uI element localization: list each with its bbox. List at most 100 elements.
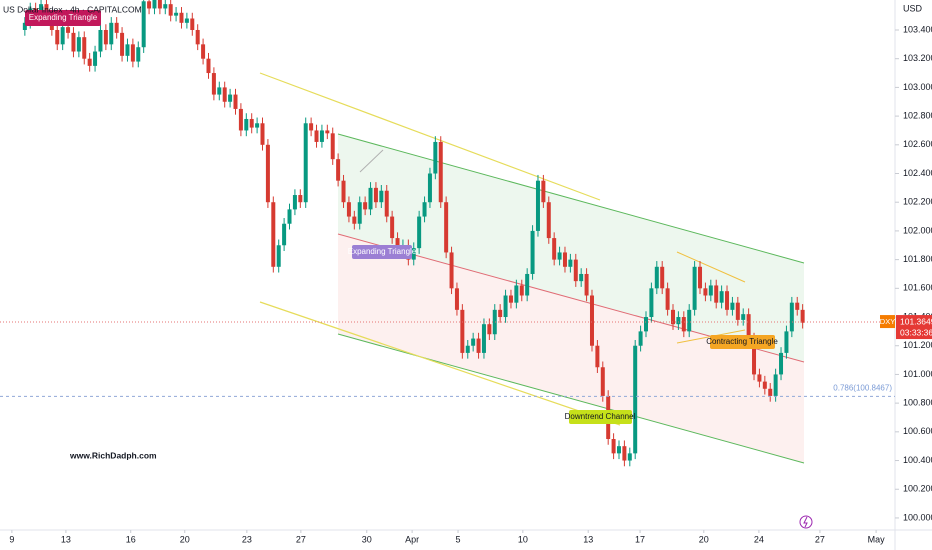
y-tick-label: 101.6000 bbox=[903, 283, 932, 293]
y-tick-label: 102.6000 bbox=[903, 139, 932, 149]
price-label: 101.3649 bbox=[900, 316, 932, 326]
candle-body bbox=[444, 202, 449, 253]
candle-body bbox=[346, 202, 351, 217]
candle-body bbox=[190, 18, 195, 30]
candle-body bbox=[649, 288, 654, 318]
candle-body bbox=[530, 230, 535, 274]
candle-body bbox=[82, 37, 87, 59]
x-tick-label: 9 bbox=[9, 534, 14, 544]
candle-body bbox=[616, 446, 621, 454]
candle-body bbox=[514, 285, 519, 303]
candle-body bbox=[341, 180, 346, 203]
candle-body bbox=[276, 245, 281, 267]
channel-upper-zone bbox=[338, 134, 804, 362]
candle-body bbox=[449, 252, 454, 289]
candle-body bbox=[309, 123, 314, 131]
y-tick-label: 100.4000 bbox=[903, 455, 932, 465]
candle-body bbox=[741, 314, 746, 320]
symbol-tag bbox=[880, 315, 895, 329]
candle-body bbox=[746, 314, 751, 339]
y-tick-label: 102.8000 bbox=[903, 110, 932, 120]
candle-body bbox=[654, 266, 659, 289]
trend-line bbox=[359, 149, 384, 173]
candle-body bbox=[417, 216, 422, 249]
candle-body bbox=[384, 190, 389, 217]
candle-body bbox=[579, 273, 584, 282]
candle-body bbox=[174, 12, 179, 16]
candle-body bbox=[698, 266, 703, 289]
candle-body bbox=[703, 288, 708, 296]
y-tick-label: 100.6000 bbox=[903, 426, 932, 436]
x-tick-label: 13 bbox=[61, 534, 71, 544]
y-tick-label: 100.0000 bbox=[903, 512, 932, 522]
x-tick-label: 27 bbox=[815, 534, 825, 544]
candle-body bbox=[66, 27, 71, 33]
candle-body bbox=[541, 180, 546, 203]
candle-body bbox=[476, 338, 481, 353]
candle-body bbox=[519, 285, 524, 296]
candle-body bbox=[76, 37, 81, 52]
x-tick-label: 13 bbox=[583, 534, 593, 544]
candle-body bbox=[411, 248, 416, 260]
candle-body bbox=[39, 4, 44, 16]
candle-body bbox=[492, 309, 497, 335]
x-tick-label: 5 bbox=[456, 534, 461, 544]
candle-body bbox=[352, 216, 357, 224]
y-tick-label: 100.8000 bbox=[903, 398, 932, 408]
x-tick-label: 27 bbox=[296, 534, 306, 544]
candle-body bbox=[471, 338, 476, 346]
candle-body bbox=[298, 195, 303, 203]
candle-body bbox=[633, 345, 638, 454]
candle-body bbox=[271, 202, 276, 267]
candle-body bbox=[303, 123, 308, 203]
candle-body bbox=[222, 87, 227, 102]
candle-body bbox=[714, 285, 719, 303]
x-tick-label: Apr bbox=[405, 534, 419, 544]
candle-body bbox=[568, 259, 573, 267]
candle-body bbox=[249, 118, 254, 128]
y-tick-label: 100.2000 bbox=[903, 484, 932, 494]
candle-body bbox=[676, 317, 681, 325]
candle-body bbox=[638, 331, 643, 346]
candle-body bbox=[325, 130, 330, 134]
candle-body bbox=[314, 130, 319, 142]
candle-body bbox=[779, 352, 784, 375]
drawings bbox=[259, 72, 805, 464]
candle-body bbox=[179, 12, 184, 23]
candle-body bbox=[773, 374, 778, 396]
candle-body bbox=[422, 202, 427, 217]
candle-body bbox=[292, 195, 297, 210]
candle-body bbox=[595, 345, 600, 368]
candle-body bbox=[438, 141, 443, 203]
candle-body bbox=[643, 317, 648, 332]
y-tick-label: 102.4000 bbox=[903, 168, 932, 178]
candle-body bbox=[120, 32, 125, 56]
candle-body bbox=[762, 381, 767, 389]
candle-body bbox=[265, 144, 270, 203]
candle-body bbox=[487, 324, 492, 335]
candle-body bbox=[784, 331, 789, 353]
candle-body bbox=[622, 446, 627, 461]
y-tick-label: 102.2000 bbox=[903, 197, 932, 207]
candle-body bbox=[184, 18, 189, 23]
candle-body bbox=[60, 27, 65, 45]
y-tick-label: 103.2000 bbox=[903, 53, 932, 63]
candle-body bbox=[573, 259, 578, 282]
annotation-box bbox=[352, 245, 412, 259]
candle-body bbox=[795, 302, 800, 310]
candle-body bbox=[217, 87, 222, 95]
y-tick-label: 101.2000 bbox=[903, 340, 932, 350]
event-icon[interactable] bbox=[799, 515, 813, 529]
candle-body bbox=[195, 29, 200, 45]
candle-body bbox=[287, 209, 292, 224]
candle-body bbox=[260, 123, 265, 145]
candle-body bbox=[22, 22, 27, 30]
candle-body bbox=[244, 118, 249, 131]
candle-body bbox=[163, 4, 168, 9]
y-tick-label: 102.0000 bbox=[903, 225, 932, 235]
candle-body bbox=[546, 202, 551, 239]
candle-body bbox=[589, 295, 594, 346]
y-tick-label: 101.8000 bbox=[903, 254, 932, 264]
candle-body bbox=[687, 309, 692, 332]
